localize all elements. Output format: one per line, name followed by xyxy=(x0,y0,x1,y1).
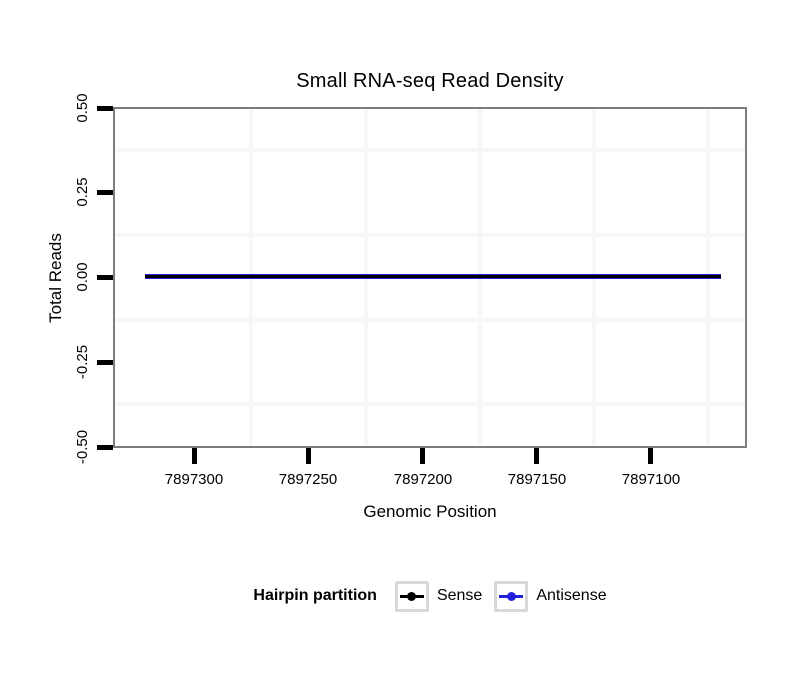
x-axis-title: Genomic Position xyxy=(363,502,497,521)
plot-panel xyxy=(113,107,747,448)
y-tick-label: 0.50 xyxy=(74,93,91,123)
x-tick-label: 7897300 xyxy=(164,471,224,488)
legend-entry-sense: Sense xyxy=(394,580,483,612)
x-axis-tick xyxy=(192,448,197,464)
x-axis-tick xyxy=(420,448,425,464)
y-axis-title: Total Reads xyxy=(46,233,65,323)
legend-label-antisense: Antisense xyxy=(536,587,607,604)
x-axis-tick xyxy=(648,448,653,464)
gridline-horizontal xyxy=(115,402,745,406)
y-tick-label: -0.50 xyxy=(74,429,91,465)
x-axis-tick xyxy=(534,448,539,464)
legend-key-antisense xyxy=(494,580,529,612)
x-tick-label: 7897200 xyxy=(393,471,453,488)
series-line-sense xyxy=(145,275,721,278)
point-glyph-icon xyxy=(407,591,417,601)
gridline-horizontal xyxy=(115,318,745,322)
y-axis-tick xyxy=(97,445,113,450)
x-tick-label: 7897150 xyxy=(507,471,567,488)
y-tick-label: -0.25 xyxy=(74,344,91,380)
x-tick-label: 7897250 xyxy=(278,471,338,488)
x-tick-label: 7897100 xyxy=(621,471,681,488)
y-axis-tick xyxy=(97,106,113,111)
legend-key-sense xyxy=(394,580,429,612)
gridline-horizontal xyxy=(115,148,745,152)
x-axis-tick xyxy=(306,448,311,464)
y-tick-label: 0.25 xyxy=(74,177,91,207)
legend-title: Hairpin partition xyxy=(253,587,377,604)
legend-label-sense: Sense xyxy=(436,587,483,604)
y-tick-label: 0.00 xyxy=(74,262,91,292)
gridline-horizontal xyxy=(115,233,745,237)
point-glyph-icon xyxy=(506,591,516,601)
chart-title: Small RNA-seq Read Density xyxy=(296,70,564,92)
y-axis-tick xyxy=(97,360,113,365)
legend: Hairpin partition Sense Antisense xyxy=(113,577,747,615)
y-axis-tick xyxy=(97,190,113,195)
y-axis-tick xyxy=(97,275,113,280)
legend-entry-antisense: Antisense xyxy=(494,580,607,612)
